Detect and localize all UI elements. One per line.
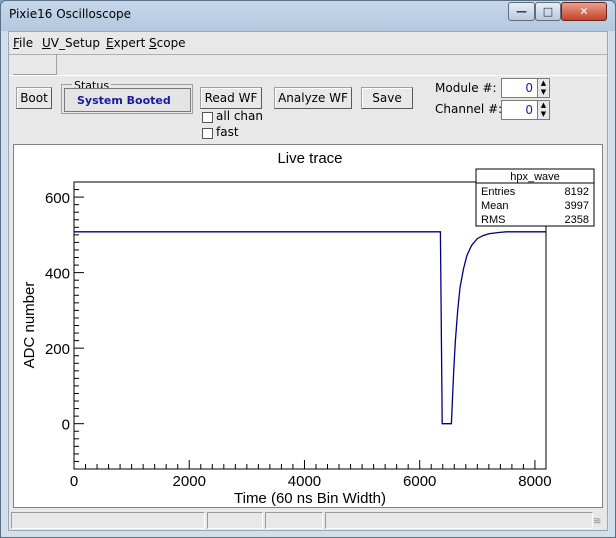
- x-tick-label: 6000: [403, 473, 436, 490]
- maximize-button[interactable]: □: [535, 2, 561, 21]
- stats-title: hpx_wave: [510, 171, 560, 183]
- x-tick-label: 2000: [173, 473, 206, 490]
- close-button[interactable]: ✕: [561, 2, 607, 21]
- all-chan-label: all chan: [216, 109, 263, 123]
- stats-entries-label: Entries: [481, 186, 516, 198]
- read-wf-button[interactable]: Read WF: [200, 87, 262, 109]
- menu-expert[interactable]: Expert: [106, 36, 146, 50]
- module-input[interactable]: 0: [501, 78, 537, 98]
- status-cell: [265, 512, 323, 529]
- fast-label: fast: [216, 125, 239, 139]
- module-label: Module #:: [435, 81, 497, 95]
- y-axis-label: ADC number: [21, 282, 38, 369]
- module-stepper[interactable]: ▲ ▼: [537, 78, 550, 98]
- channel-stepper[interactable]: ▲ ▼: [537, 100, 550, 120]
- save-button[interactable]: Save: [361, 87, 413, 109]
- menu-uv-setup[interactable]: UV_Setup: [42, 36, 100, 50]
- window-title: Pixie16 Oscilloscope: [9, 7, 132, 21]
- x-axis-label: Time (60 ns Bin Width): [234, 490, 386, 507]
- status-display: System Booted: [64, 88, 191, 112]
- stats-rms-label: RMS: [481, 214, 505, 226]
- channel-label: Channel #:: [435, 102, 503, 116]
- y-axis: 0 200 400 600: [45, 189, 84, 462]
- status-bar: ≋: [9, 512, 607, 530]
- chart-title: Live trace: [277, 150, 342, 167]
- fast-checkbox[interactable]: [202, 128, 213, 139]
- up-arrow-icon[interactable]: ▲: [540, 79, 547, 87]
- down-arrow-icon[interactable]: ▼: [540, 110, 547, 118]
- status-cell: [207, 512, 263, 529]
- stats-mean-label: Mean: [481, 200, 509, 212]
- y-tick-label: 200: [45, 341, 70, 358]
- plot-frame: [73, 181, 547, 470]
- menu-scope[interactable]: Scope: [149, 36, 186, 50]
- menu-separator: [9, 54, 607, 55]
- boot-button[interactable]: Boot: [16, 87, 52, 109]
- toolbar-separator: [9, 75, 607, 76]
- status-group: [61, 84, 193, 114]
- all-chan-checkbox[interactable]: [202, 112, 213, 123]
- analyze-wf-button[interactable]: Analyze WF: [274, 87, 352, 109]
- down-arrow-icon[interactable]: ▼: [540, 88, 547, 96]
- x-tick-label: 4000: [288, 473, 321, 490]
- stats-box: hpx_wave Entries 8192 Mean 3997 RMS 2358: [475, 168, 595, 227]
- status-value: System Booted: [77, 94, 171, 107]
- menu-bar: File UV_Setup Expert Scope: [9, 32, 607, 54]
- series-line: [74, 231, 546, 425]
- y-tick-label: 400: [45, 266, 70, 283]
- stats-rms-value: 2358: [565, 214, 589, 226]
- stats-box-frame: [475, 168, 595, 227]
- y-tick-label: 0: [62, 417, 70, 434]
- status-cell: [325, 512, 593, 529]
- stats-mean-value: 3997: [565, 200, 589, 212]
- client-area: File UV_Setup Expert Scope Boot Status S…: [8, 31, 608, 531]
- plot-canvas[interactable]: Live trace 0 200 400 600 0 2000 4000 6000 8000 …: [13, 144, 603, 508]
- toolbar-handle: [13, 54, 57, 75]
- stats-entries-value: 8192: [565, 186, 589, 198]
- channel-input[interactable]: 0: [501, 100, 537, 120]
- y-tick-label: 600: [45, 190, 70, 207]
- x-axis: 0 2000 4000 6000 8000: [70, 460, 552, 490]
- resize-grip-icon[interactable]: ≋: [593, 516, 602, 527]
- up-arrow-icon[interactable]: ▲: [540, 101, 547, 109]
- status-cell: [11, 512, 205, 529]
- minimize-button[interactable]: —: [508, 2, 535, 21]
- x-tick-label: 8000: [518, 473, 551, 490]
- title-bar[interactable]: Pixie16 Oscilloscope — □ ✕: [1, 1, 615, 31]
- menu-file[interactable]: File: [13, 36, 34, 50]
- x-tick-label: 0: [70, 473, 78, 490]
